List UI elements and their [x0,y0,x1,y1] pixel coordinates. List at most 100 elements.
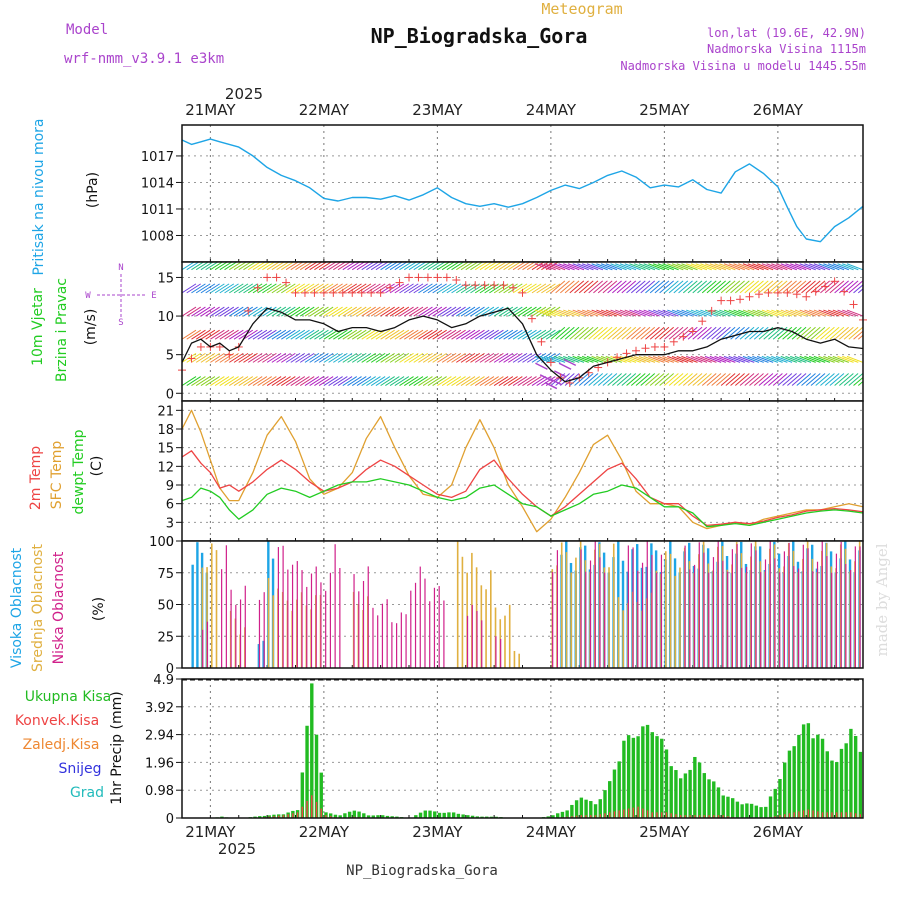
wind-barb [681,263,698,271]
wind-barb [753,373,769,386]
wind-barb [738,309,755,317]
wind-barb [418,329,433,340]
wind-barb [276,376,291,386]
wind-barb [772,280,788,294]
precip-total-bar [726,796,730,818]
precip-conv-bar [670,813,672,818]
wind-barb [408,283,424,294]
wind-barb [682,326,698,340]
wind-barb [394,283,410,294]
cloud-high-bar [257,644,261,668]
precip-total-bar [783,762,787,818]
wind-barb [839,280,854,294]
cloud-low-bar [495,636,497,668]
precip-conv-bar [651,812,653,818]
wind-barb [517,283,533,294]
cloud-low-bar [693,564,696,668]
wind-barb [706,326,722,340]
cloud-mid-bar [206,567,208,668]
wind-barb [347,329,362,340]
wind-barb [862,338,863,340]
wind-barb [738,263,755,271]
wind-barb-field [182,262,863,390]
wind-barb [356,352,372,363]
cloud-low-bar [481,620,483,668]
wind-barb [624,309,641,317]
wind-barb [550,326,566,340]
cloud-bar-field [191,541,861,668]
cloud-low-bar [689,569,691,668]
wind-barb [380,376,395,386]
wind-direction-mark [544,381,558,390]
wind-barb [503,352,518,363]
wind-barb [233,329,249,340]
precip-total-bar [754,805,759,818]
wind-barb [347,352,362,363]
wind-barb [323,352,339,363]
wind-barb [742,263,760,271]
wind-barb [290,352,306,363]
precip-total-bar [470,815,475,818]
precip-total-bar [343,813,347,818]
wind-barb [790,309,807,317]
wind-barb [290,283,306,294]
cloud-low-bar [821,541,823,668]
precip-total-bar [669,766,673,818]
wind-barb [626,280,641,294]
wind-barb [210,306,225,317]
cloud-low-bar [850,570,852,668]
wind-barb [600,263,618,271]
wind-barb [678,280,693,294]
wind-barb [238,376,254,386]
wind-barb [484,352,499,363]
wind-barb [536,376,551,386]
wind-barb [541,376,556,386]
compass-n: N [118,263,123,273]
wind-barb [399,376,414,386]
wind-barb [763,326,779,340]
cloud-low-bar [400,612,402,668]
wind-barb [413,306,428,317]
wind-barb [266,329,282,340]
precip-conv-bar [831,812,833,818]
cloud-low-bar [722,560,724,668]
wind-barb [408,329,424,340]
precip-total-bar [584,799,588,818]
precip-conv-bar [665,812,668,818]
wind-barb [671,263,689,271]
wind-barb [808,263,826,271]
wind-barb [569,326,585,340]
wind-barb [560,326,575,340]
temp-ytick-label: 9 [166,479,174,494]
wind-barb [285,376,301,386]
wind-barb [361,352,376,363]
precip-conv-bar [713,815,715,818]
wind-barb [730,373,745,386]
precip-conv-bar [717,815,720,818]
wind-barb [842,355,859,363]
wind-barb [578,326,594,340]
wind-barb [602,373,618,386]
wind-barb [309,329,324,340]
wind-barb [539,355,556,363]
wind-barb [541,329,556,340]
precip-conv-bar [311,795,313,818]
precip-total-bar [390,816,394,818]
wind-barb [695,309,712,317]
bottom-day-label: 23MAY [412,823,463,841]
cloud-low-bar [840,541,842,668]
wind-barb [766,309,783,317]
cloud-low-bar [651,554,653,668]
cloud-low-bar [396,623,398,668]
precip-total-bar [735,801,740,818]
precip-total-bar [262,815,267,818]
wind-barb [498,306,514,317]
precip-unit: 1hr Precip (mm) [109,691,125,804]
wind-barb [597,326,613,340]
cloud-low-bar [353,574,355,668]
wind-barb [697,280,712,294]
wind-barb [725,373,741,386]
wind-barb [351,352,367,363]
wind-barb [555,326,570,340]
wind-barb [862,292,863,293]
